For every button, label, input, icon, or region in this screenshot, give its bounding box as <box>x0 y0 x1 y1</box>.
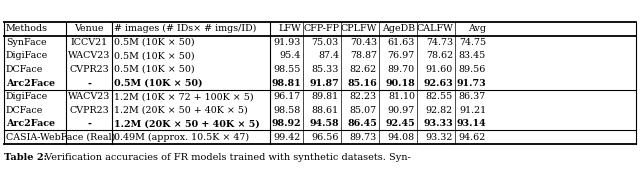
Text: 0.5M (10K × 50): 0.5M (10K × 50) <box>114 65 195 74</box>
Text: Avg: Avg <box>468 24 486 33</box>
Text: CFP-FP: CFP-FP <box>303 24 339 33</box>
Text: 93.32: 93.32 <box>426 133 453 142</box>
Text: 83.45: 83.45 <box>459 51 486 60</box>
Text: 94.62: 94.62 <box>459 133 486 142</box>
Text: 1.2M (20K × 50 + 40K × 5): 1.2M (20K × 50 + 40K × 5) <box>114 106 248 115</box>
Text: 98.81: 98.81 <box>271 78 301 88</box>
Text: 99.42: 99.42 <box>274 133 301 142</box>
Text: -: - <box>87 119 91 128</box>
Text: 89.81: 89.81 <box>312 92 339 101</box>
Text: WACV23: WACV23 <box>68 51 110 60</box>
Text: 1.2M (10K × 72 + 100K × 5): 1.2M (10K × 72 + 100K × 5) <box>114 92 253 101</box>
Text: 82.23: 82.23 <box>350 92 377 101</box>
Text: 89.73: 89.73 <box>349 133 377 142</box>
Text: 0.5M (10K × 50): 0.5M (10K × 50) <box>114 51 195 60</box>
Text: DigiFace: DigiFace <box>6 92 48 101</box>
Text: 78.62: 78.62 <box>426 51 453 60</box>
Text: 87.4: 87.4 <box>318 51 339 60</box>
Text: 91.93: 91.93 <box>274 38 301 47</box>
Text: 0.5M (10K × 50): 0.5M (10K × 50) <box>114 78 202 88</box>
Text: ICCV21: ICCV21 <box>70 38 108 47</box>
Text: 92.45: 92.45 <box>385 119 415 128</box>
Text: 81.10: 81.10 <box>388 92 415 101</box>
Text: 82.55: 82.55 <box>426 92 453 101</box>
Text: LFW: LFW <box>278 24 301 33</box>
Text: Arc2Face: Arc2Face <box>6 78 55 88</box>
Text: 90.18: 90.18 <box>385 78 415 88</box>
Text: AgeDB: AgeDB <box>382 24 415 33</box>
Text: 76.97: 76.97 <box>388 51 415 60</box>
Text: CALFW: CALFW <box>416 24 453 33</box>
Text: 85.07: 85.07 <box>350 106 377 115</box>
Text: 0.5M (10K × 50): 0.5M (10K × 50) <box>114 38 195 47</box>
Text: CASIA-WebFace (Real): CASIA-WebFace (Real) <box>6 133 115 142</box>
Text: CVPR23: CVPR23 <box>69 106 109 115</box>
Text: SynFace: SynFace <box>6 38 47 47</box>
Text: 86.45: 86.45 <box>348 119 377 128</box>
Text: 85.16: 85.16 <box>348 78 377 88</box>
Text: 92.82: 92.82 <box>426 106 453 115</box>
Text: 91.60: 91.60 <box>426 65 453 74</box>
Text: CVPR23: CVPR23 <box>69 65 109 74</box>
Text: 98.58: 98.58 <box>274 106 301 115</box>
Text: Methods: Methods <box>6 24 48 33</box>
Text: 94.58: 94.58 <box>309 119 339 128</box>
Text: DigiFace: DigiFace <box>6 51 48 60</box>
Text: 93.14: 93.14 <box>456 119 486 128</box>
Text: 78.87: 78.87 <box>350 51 377 60</box>
Text: 93.33: 93.33 <box>423 119 453 128</box>
Text: 98.92: 98.92 <box>271 119 301 128</box>
Text: # images (# IDs× # imgs/ID): # images (# IDs× # imgs/ID) <box>114 24 257 33</box>
Text: 85.33: 85.33 <box>312 65 339 74</box>
Text: 0.49M (approx. 10.5K × 47): 0.49M (approx. 10.5K × 47) <box>114 133 249 142</box>
Text: 89.70: 89.70 <box>388 65 415 74</box>
Text: 96.56: 96.56 <box>312 133 339 142</box>
Text: WACV23: WACV23 <box>68 92 110 101</box>
Text: 92.63: 92.63 <box>423 78 453 88</box>
Text: 86.37: 86.37 <box>459 92 486 101</box>
Text: 88.61: 88.61 <box>312 106 339 115</box>
Text: Venue: Venue <box>74 24 104 33</box>
Text: 98.55: 98.55 <box>274 65 301 74</box>
Text: -: - <box>87 78 91 88</box>
Text: 70.43: 70.43 <box>350 38 377 47</box>
Text: 91.87: 91.87 <box>309 78 339 88</box>
Text: 95.4: 95.4 <box>280 51 301 60</box>
Text: 1.2M (20K × 50 + 40K × 5): 1.2M (20K × 50 + 40K × 5) <box>114 119 260 128</box>
Text: DCFace: DCFace <box>6 65 44 74</box>
Text: 91.73: 91.73 <box>456 78 486 88</box>
Text: 61.63: 61.63 <box>388 38 415 47</box>
Text: DCFace: DCFace <box>6 106 44 115</box>
Text: 82.62: 82.62 <box>350 65 377 74</box>
Text: CPLFW: CPLFW <box>340 24 377 33</box>
Text: Table 2:: Table 2: <box>4 153 47 162</box>
Text: 74.75: 74.75 <box>459 38 486 47</box>
Text: 74.73: 74.73 <box>426 38 453 47</box>
Text: Verification accuracies of FR models trained with synthetic datasets. Syn-: Verification accuracies of FR models tra… <box>42 153 411 162</box>
Text: 90.97: 90.97 <box>388 106 415 115</box>
Text: Arc2Face: Arc2Face <box>6 119 55 128</box>
Text: 91.21: 91.21 <box>459 106 486 115</box>
Text: 89.56: 89.56 <box>459 65 486 74</box>
Text: 96.17: 96.17 <box>274 92 301 101</box>
Text: 75.03: 75.03 <box>312 38 339 47</box>
Text: 94.08: 94.08 <box>388 133 415 142</box>
